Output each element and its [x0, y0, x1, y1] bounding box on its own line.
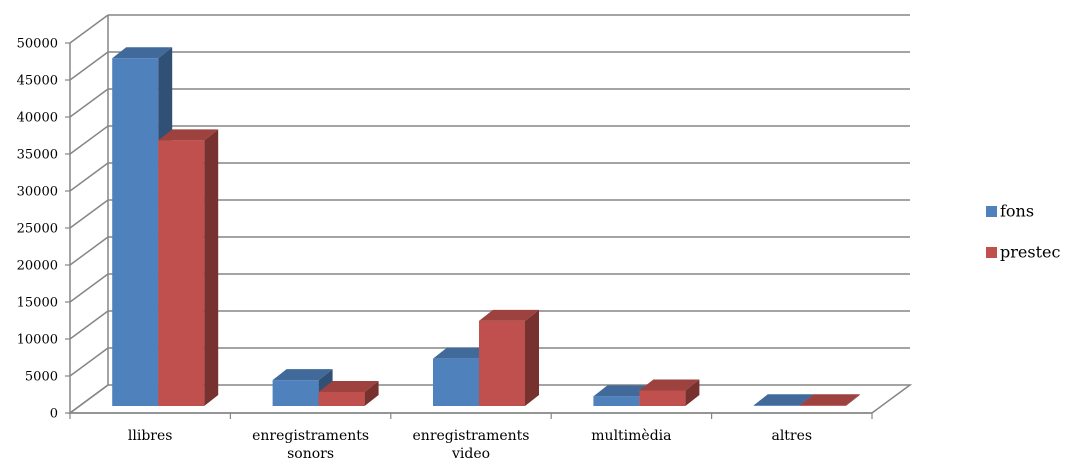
gridline-side	[69, 162, 109, 192]
x-category-label: altres	[771, 428, 812, 444]
x-category-label-line: multimèdia	[591, 428, 671, 444]
x-axis-category-labels: llibres enregistraments sonorsenregistrame…	[128, 428, 812, 461]
bar-fons	[272, 369, 333, 406]
bar-front-face	[112, 58, 159, 406]
legend-item-fons: fons	[986, 202, 1034, 221]
y-tick-label: 35000	[17, 148, 58, 163]
y-tick-label: 5000	[25, 370, 58, 385]
legend-swatch	[986, 206, 997, 217]
bar-side-face	[204, 129, 219, 406]
bar-front-face	[318, 391, 365, 406]
bar-top-face	[433, 347, 493, 359]
legend: fons prestec	[986, 202, 1060, 262]
legend-label: fons	[1000, 202, 1034, 221]
x-category-label-line: altres	[771, 428, 812, 444]
bar-top-face	[112, 47, 173, 59]
legend-item-prestec: prestec	[986, 243, 1060, 262]
bar-prestec	[479, 309, 539, 406]
bar-front-face	[158, 140, 205, 406]
bar-front-face	[272, 380, 319, 406]
y-tick-label: 20000	[17, 259, 58, 274]
gridline-side	[69, 273, 109, 303]
bar-side-face	[685, 379, 700, 406]
bar-front-face	[433, 358, 479, 406]
bar-front-face	[639, 390, 686, 406]
x-category-label: multimèdia	[591, 428, 671, 444]
bar-front-face	[479, 320, 525, 406]
bar-prestec	[158, 129, 219, 406]
bar-top-face	[318, 380, 379, 392]
bar-front-face	[753, 405, 800, 406]
gridline-side	[69, 51, 109, 81]
bar-top-face	[753, 394, 814, 406]
gridline-side	[69, 384, 109, 414]
legend-swatch	[986, 247, 997, 258]
y-tick-label: 25000	[17, 222, 58, 237]
bar-prestec	[639, 379, 700, 406]
y-tick-label: 50000	[17, 37, 58, 52]
x-category-label: enregistraments video	[413, 428, 530, 461]
bar-top-face	[158, 129, 219, 141]
gridline-side	[69, 88, 109, 118]
x-category-label-line: sonors	[287, 446, 334, 461]
y-tick-label: 45000	[17, 74, 58, 89]
y-tick-label: 30000	[17, 185, 58, 200]
x-category-label: llibres	[128, 428, 173, 444]
y-tick-label: 40000	[17, 111, 58, 126]
gridline-side	[69, 199, 109, 229]
x-category-label-line: llibres	[128, 428, 173, 444]
axes	[65, 15, 873, 419]
y-tick-label: 10000	[17, 333, 58, 348]
gridline-side	[69, 310, 109, 340]
bar-side-face	[525, 309, 539, 406]
bars	[112, 47, 860, 406]
bar-side-face	[364, 380, 379, 406]
bar-front-face	[799, 405, 846, 406]
y-tick-label: 0	[50, 407, 58, 422]
legend-label: prestec	[1000, 243, 1060, 262]
bar-prestec	[799, 394, 860, 406]
bar-top-face	[799, 394, 860, 406]
y-tick-label: 15000	[17, 296, 58, 311]
gridline-side	[69, 14, 109, 44]
x-category-label-line: video	[451, 446, 490, 461]
gridline-side	[69, 236, 109, 266]
x-category-label-line: enregistraments	[252, 428, 369, 444]
bar-top-face	[593, 385, 654, 397]
bar-top-face	[479, 309, 539, 321]
bar-top-face	[639, 379, 700, 391]
bar-top-face	[272, 369, 333, 381]
y-axis-tick-labels: 0 5000 10000 15000 20000 25000 30000 35000 40000…	[17, 37, 58, 422]
bar-side-face	[845, 394, 860, 406]
x-category-label: enregistraments sonors	[252, 428, 369, 461]
gridline-side	[69, 347, 109, 377]
gridline-side	[69, 125, 109, 155]
bar-front-face	[593, 396, 640, 406]
bar-prestec	[318, 380, 379, 406]
x-category-label-line: enregistraments	[413, 428, 530, 444]
